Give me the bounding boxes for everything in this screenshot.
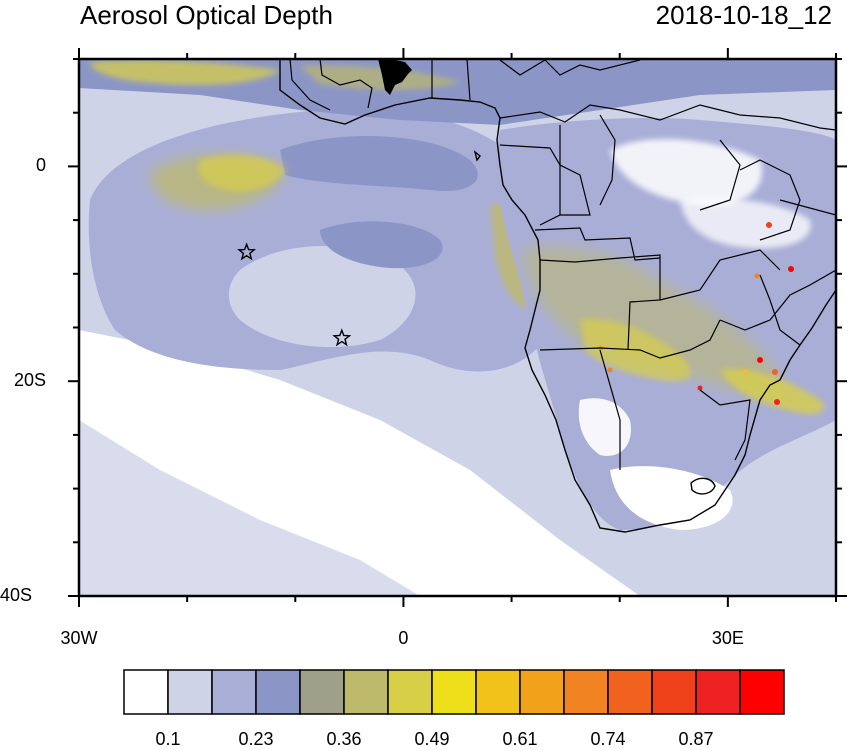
y-tick-label: 40S xyxy=(0,585,33,605)
colorbar-label: 0.74 xyxy=(590,729,626,749)
timestamp-label: 2018-10-18_12 xyxy=(655,0,832,30)
coastlines xyxy=(279,59,836,533)
country-borders xyxy=(289,59,836,470)
colorbar-label: 0.87 xyxy=(678,729,714,749)
aod-field xyxy=(79,59,836,596)
colorbar-swatch xyxy=(167,669,213,715)
colorbar-swatch xyxy=(387,669,433,715)
colorbar-label: 0.49 xyxy=(414,729,450,749)
y-tick-label: 0 xyxy=(35,155,46,176)
colorbar xyxy=(122,668,785,723)
colorbar-swatch xyxy=(299,669,345,715)
x-tick-label: 30W xyxy=(60,628,98,648)
y-tick-label: 20S xyxy=(13,370,46,391)
colorbar-swatch xyxy=(739,669,785,715)
colorbar-swatch xyxy=(211,669,257,715)
colorbar-label: 0.23 xyxy=(238,729,274,749)
colorbar-swatch xyxy=(343,669,389,715)
x-tick-label: 30E xyxy=(711,628,744,648)
site-star-marker xyxy=(237,242,257,261)
colorbar-swatch xyxy=(123,669,169,715)
colorbar-swatch xyxy=(651,669,697,715)
colorbar-label: 0.36 xyxy=(326,729,362,749)
colorbar-swatch xyxy=(607,669,653,715)
map-title: Aerosol Optical Depth xyxy=(80,0,333,30)
colorbar-swatch xyxy=(431,669,477,715)
x-tick-label: 0 xyxy=(398,628,409,648)
colorbar-swatch xyxy=(475,669,521,715)
site-star-marker xyxy=(332,328,352,347)
colorbar-swatch xyxy=(255,669,301,715)
colorbar-swatch xyxy=(519,669,565,715)
colorbar-swatch xyxy=(695,669,741,715)
colorbar-label: 0.61 xyxy=(502,729,538,749)
colorbar-swatch xyxy=(563,669,609,715)
colorbar-label: 0.1 xyxy=(155,729,181,749)
colorbar-bar xyxy=(123,669,785,715)
